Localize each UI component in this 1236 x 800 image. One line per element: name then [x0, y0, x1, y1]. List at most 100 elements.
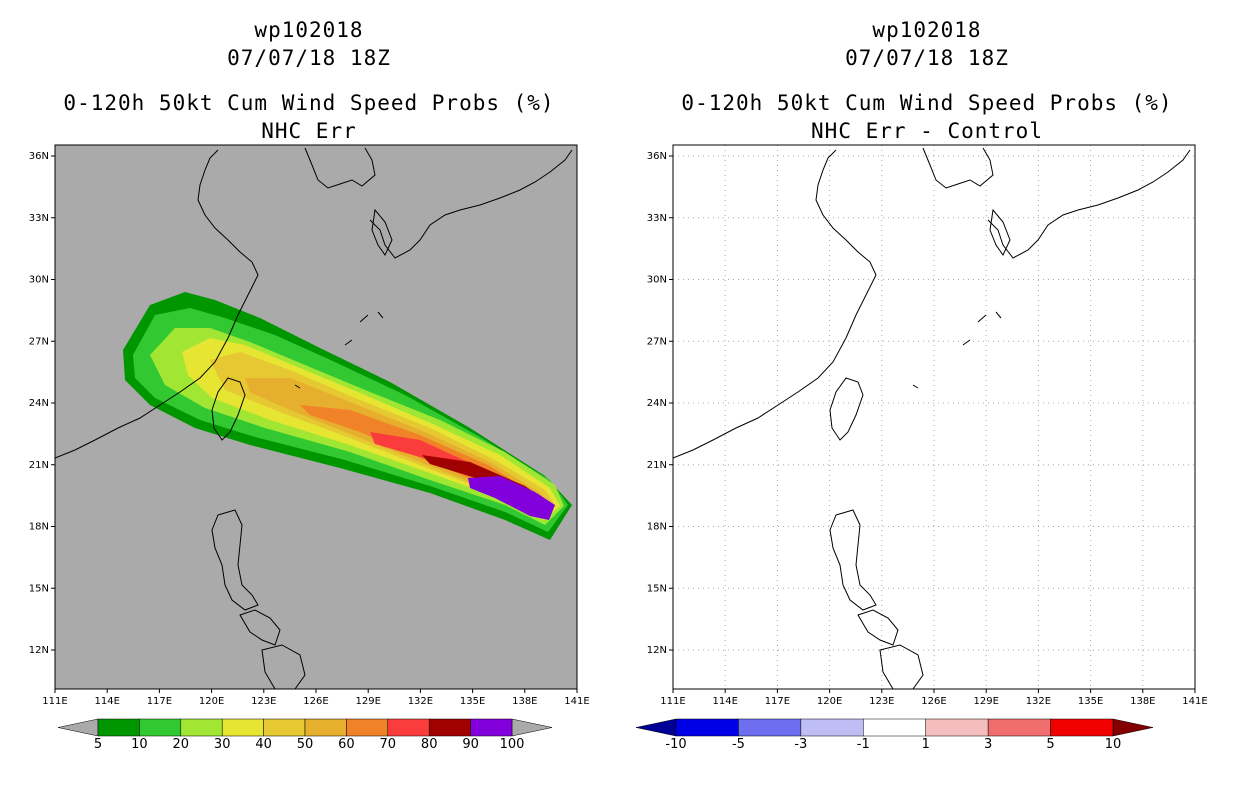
colorbar-label: 70 — [380, 737, 397, 752]
product-title: 0-120h 50kt Cum Wind Speed Probs (%) — [63, 91, 555, 115]
lat-tick-label: 24N — [647, 398, 667, 409]
lat-tick-label: 21N — [647, 460, 667, 471]
lon-tick-label: 129E — [973, 696, 998, 707]
china-coastline — [673, 149, 877, 459]
colorbar-label: 40 — [255, 737, 272, 752]
colorbar-right-triangle — [511, 718, 553, 737]
colorbar-swatch — [428, 718, 471, 737]
coastlines — [55, 147, 573, 689]
colorbar-left-triangle — [57, 718, 99, 737]
ryukyu-islands — [912, 311, 1002, 389]
colorbar-swatch — [675, 718, 739, 737]
coastlines — [673, 147, 1191, 689]
lat-tick-label: 27N — [29, 336, 49, 347]
lat-tick-label: 30N — [29, 275, 49, 286]
korea-coastline — [304, 147, 376, 189]
colorbar-swatch — [387, 718, 430, 737]
korea-coastline — [922, 147, 994, 189]
probability-colorbar: 5 10 20 30 40 50 60 70 80 90 100 — [57, 718, 553, 752]
product-subtitle: NHC Err — [261, 119, 357, 143]
lat-tick-label: 33N — [29, 213, 49, 224]
lon-tick-label: 141E — [564, 696, 589, 707]
colorbar-label: 5 — [1046, 737, 1054, 752]
lat-tick-label: 18N — [647, 522, 667, 533]
taiwan-coastline — [211, 377, 246, 441]
lat-tick-label: 36N — [647, 151, 667, 162]
lon-tick-label: 114E — [712, 696, 737, 707]
right-panel: wp102018 07/07/18 18Z 0-120h 50kt Cum Wi… — [618, 0, 1236, 800]
storm-id-title: wp102018 — [872, 18, 982, 42]
colorbar-label: 10 — [1105, 737, 1122, 752]
kyushu-coastline — [371, 208, 393, 256]
colorbar-label: 5 — [94, 737, 102, 752]
map-background — [673, 145, 1195, 689]
lon-tick-label: 141E — [1182, 696, 1207, 707]
luzon-coastline — [829, 509, 877, 611]
colorbar-label: -1 — [857, 737, 870, 752]
lon-tick-label: 114E — [94, 696, 119, 707]
colorbar-label: -10 — [665, 737, 686, 752]
left-panel: wp102018 07/07/18 18Z 0-120h 50kt Cum Wi… — [29, 18, 590, 752]
colorbar-swatch — [180, 718, 223, 737]
lat-tick-label: 21N — [29, 460, 49, 471]
lat-tick-label: 15N — [647, 583, 667, 594]
lon-tick-label: 117E — [147, 696, 172, 707]
lon-tick-label: 111E — [660, 696, 685, 707]
mindanao-coastline — [879, 644, 924, 689]
colorbar-label: 3 — [984, 737, 992, 752]
prob-band-90 — [468, 476, 555, 520]
product-subtitle: NHC Err - Control — [811, 119, 1043, 143]
probability-swath — [123, 292, 572, 540]
right-map-svg: 36N 33N 30N 27N 24N 21N 18N 15N 12N 111E 114E 117E… — [635, 144, 1208, 752]
visayas-coastline — [239, 609, 281, 646]
colorbar-swatch — [139, 718, 182, 737]
colorbar-swatch — [738, 718, 802, 737]
lat-tick-label: 18N — [29, 522, 49, 533]
storm-id-title: wp102018 — [254, 18, 364, 42]
luzon-coastline — [211, 509, 259, 611]
datetime-title: 07/07/18 18Z — [227, 46, 391, 70]
lat-tick-label: 33N — [647, 213, 667, 224]
colorbar-swatch — [800, 718, 864, 737]
colorbar-swatch — [97, 718, 140, 737]
colorbar-label: 60 — [338, 737, 355, 752]
colorbar-swatch — [863, 718, 926, 737]
lat-tick-label: 12N — [647, 645, 667, 656]
product-title: 0-120h 50kt Cum Wind Speed Probs (%) — [681, 91, 1173, 115]
lon-tick-label: 123E — [251, 696, 276, 707]
lon-tick-label: 138E — [1130, 696, 1155, 707]
lon-tick-label: 129E — [355, 696, 380, 707]
colorbar-label: 90 — [462, 737, 479, 752]
colorbar-swatch — [263, 718, 306, 737]
colorbar-label: -5 — [732, 737, 745, 752]
lat-tick-label: 24N — [29, 398, 49, 409]
colorbar-swatch — [925, 718, 989, 737]
lon-tick-label: 120E — [817, 696, 842, 707]
colorbar-swatch — [346, 718, 389, 737]
mindanao-coastline — [261, 644, 306, 689]
lon-tick-label: 135E — [460, 696, 485, 707]
colorbar-right-triangle — [1112, 718, 1154, 737]
lat-tick-label: 15N — [29, 583, 49, 594]
lon-tick-label: 111E — [42, 696, 67, 707]
colorbar-swatch — [470, 718, 513, 737]
lon-tick-label: 132E — [408, 696, 433, 707]
colorbar-label: 100 — [500, 737, 525, 752]
lon-tick-label: 132E — [1026, 696, 1051, 707]
lat-tick-label: 27N — [647, 336, 667, 347]
colorbar-label: -3 — [794, 737, 807, 752]
taiwan-coastline — [829, 377, 864, 441]
lon-tick-label: 126E — [921, 696, 946, 707]
lat-tick-label: 12N — [29, 645, 49, 656]
left-map-svg: 36N 33N 30N 27N 24N 21N 18N 15N 12N 111E 114E 117E… — [29, 144, 590, 752]
lon-tick-label: 123E — [869, 696, 894, 707]
japan-coastline — [369, 149, 573, 259]
visayas-coastline — [857, 609, 899, 646]
colorbar-label: 50 — [297, 737, 314, 752]
china-coastline — [55, 149, 259, 459]
colorbar-swatch — [304, 718, 347, 737]
colorbar-swatch — [221, 718, 264, 737]
lon-tick-label: 117E — [765, 696, 790, 707]
lat-tick-label: 30N — [647, 275, 667, 286]
datetime-title: 07/07/18 18Z — [845, 46, 1009, 70]
